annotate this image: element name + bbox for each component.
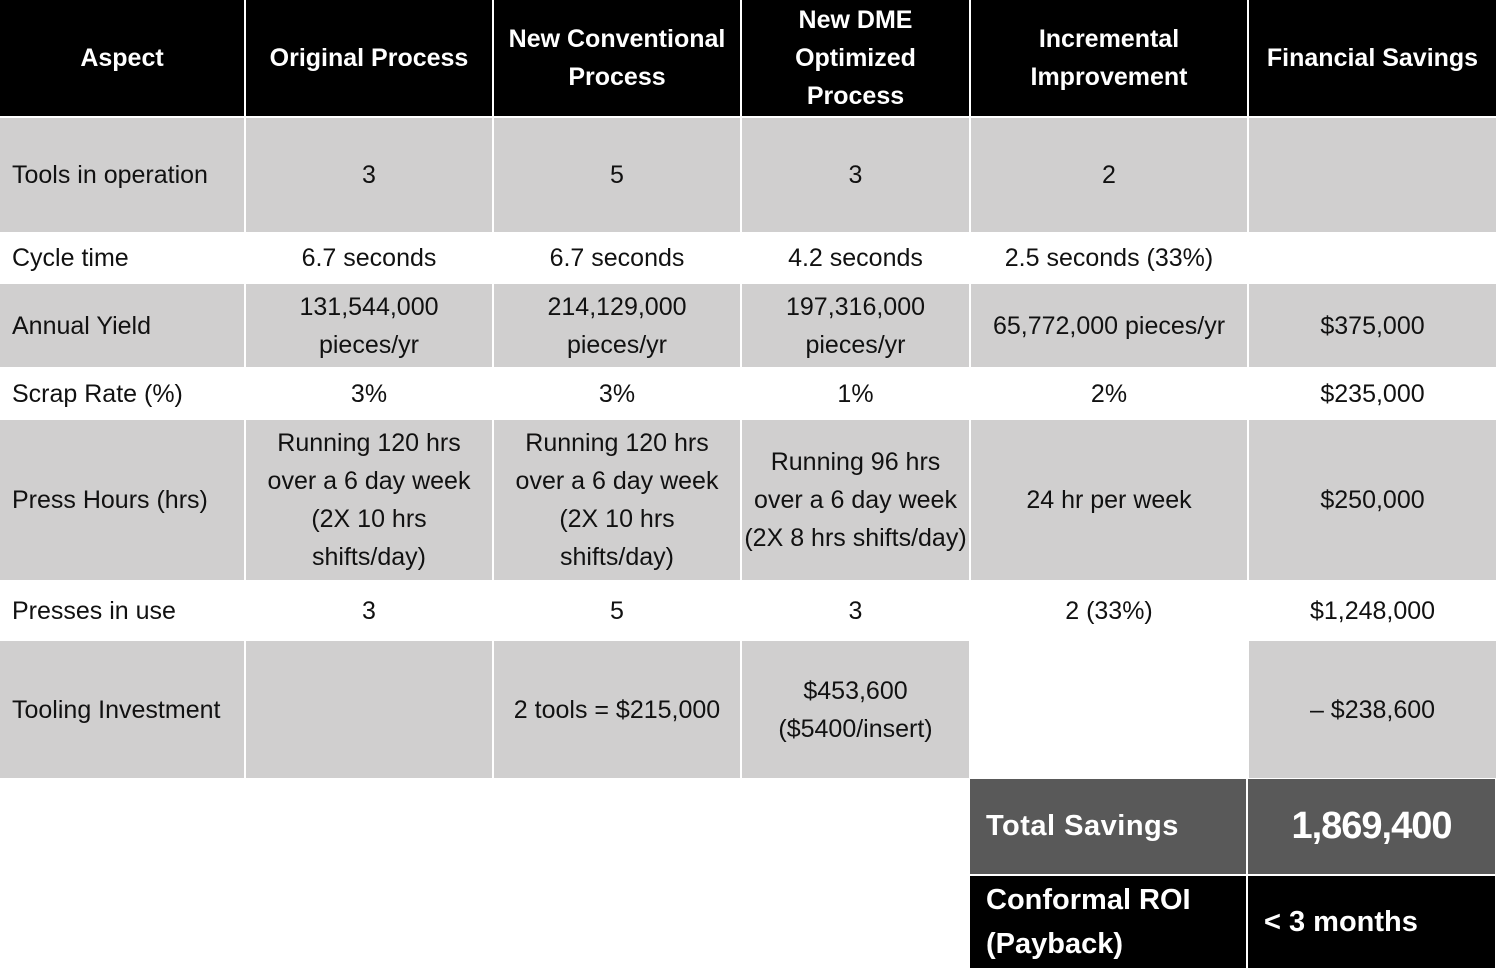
- header-financial-savings: Financial Savings: [1248, 0, 1497, 118]
- total-savings-box: Total Savings 1,869,400: [970, 779, 1497, 874]
- cell-conventional: 5: [493, 581, 742, 641]
- cell-original: Running 120 hrs over a 6 day week (2X 10…: [245, 419, 494, 582]
- cell-dme: 3: [741, 117, 971, 234]
- total-savings-label: Total Savings: [970, 779, 1248, 874]
- cell-conventional: 5: [493, 117, 742, 234]
- cell-conventional: 6.7 seconds: [493, 233, 742, 284]
- total-savings-value: 1,869,400: [1248, 779, 1497, 874]
- cell-original: 3: [245, 117, 494, 234]
- row-label: Cycle time: [0, 233, 246, 284]
- cell-original: 3%: [245, 368, 494, 420]
- cell-dme: 1%: [741, 368, 971, 420]
- cell-incremental: 2 (33%): [970, 581, 1249, 641]
- cell-dme: 3: [741, 581, 971, 641]
- table-row: Press Hours (hrs) Running 120 hrs over a…: [0, 419, 1497, 582]
- comparison-table: Aspect Original Process New Conventional…: [0, 0, 1497, 780]
- cell-incremental: 65,772,000 pieces/yr: [970, 283, 1249, 369]
- cell-savings: $375,000: [1248, 283, 1497, 369]
- cell-savings: $1,248,000: [1248, 581, 1497, 641]
- cell-original: [245, 640, 494, 780]
- row-label: Tooling Investment: [0, 640, 246, 780]
- table-row: Annual Yield 131,544,000 pieces/yr 214,1…: [0, 283, 1497, 369]
- cell-conventional: Running 120 hrs over a 6 day week (2X 10…: [493, 419, 742, 582]
- conformal-roi-label: Conformal ROI (Payback): [970, 876, 1248, 968]
- cell-savings: [1248, 117, 1497, 234]
- cell-incremental: 2: [970, 117, 1249, 234]
- cell-original: 131,544,000 pieces/yr: [245, 283, 494, 369]
- table-row: Scrap Rate (%) 3% 3% 1% 2% $235,000: [0, 368, 1497, 420]
- header-new-dme-optimized-process: New DME Optimized Process: [741, 0, 971, 118]
- cell-savings: $250,000: [1248, 419, 1497, 582]
- row-label: Annual Yield: [0, 283, 246, 369]
- header-original-process: Original Process: [245, 0, 494, 118]
- table-row: Tooling Investment 2 tools = $215,000 $4…: [0, 640, 1497, 780]
- cell-savings: [1248, 233, 1497, 284]
- cell-incremental: 2%: [970, 368, 1249, 420]
- row-label: Presses in use: [0, 581, 246, 641]
- cell-savings: – $238,600: [1248, 640, 1497, 780]
- row-label: Tools in operation: [0, 117, 246, 234]
- table-row: Presses in use 3 5 3 2 (33%) $1,248,000: [0, 581, 1497, 641]
- table-row: Cycle time 6.7 seconds 6.7 seconds 4.2 s…: [0, 233, 1497, 284]
- cell-conventional: 2 tools = $215,000: [493, 640, 742, 780]
- conformal-roi-box: Conformal ROI (Payback) < 3 months: [970, 876, 1497, 968]
- cell-conventional: 3%: [493, 368, 742, 420]
- cell-dme: Running 96 hrs over a 6 day week (2X 8 h…: [741, 419, 971, 582]
- cell-dme: 4.2 seconds: [741, 233, 971, 284]
- cell-dme: 197,316,000 pieces/yr: [741, 283, 971, 369]
- cell-incremental: 24 hr per week: [970, 419, 1249, 582]
- header-aspect: Aspect: [0, 0, 246, 118]
- cell-incremental: 2.5 seconds (33%): [970, 233, 1249, 284]
- cell-conventional: 214,129,000 pieces/yr: [493, 283, 742, 369]
- cell-incremental: [970, 640, 1249, 780]
- conformal-roi-value: < 3 months: [1248, 876, 1497, 968]
- header-incremental-improvement: Incremental Improvement: [970, 0, 1249, 118]
- row-label: Press Hours (hrs): [0, 419, 246, 582]
- row-label: Scrap Rate (%): [0, 368, 246, 420]
- cell-original: 3: [245, 581, 494, 641]
- header-row: Aspect Original Process New Conventional…: [0, 0, 1497, 118]
- cell-savings: $235,000: [1248, 368, 1497, 420]
- cell-original: 6.7 seconds: [245, 233, 494, 284]
- header-new-conventional-process: New Conventional Process: [493, 0, 742, 118]
- cell-dme: $453,600 ($5400/insert): [741, 640, 971, 780]
- table-row: Tools in operation 3 5 3 2: [0, 117, 1497, 234]
